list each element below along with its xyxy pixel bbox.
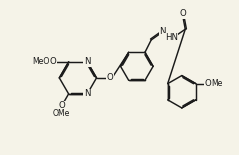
Text: OMe: OMe bbox=[53, 109, 70, 118]
Text: MeO: MeO bbox=[33, 57, 50, 66]
Text: N: N bbox=[84, 89, 91, 98]
Text: O: O bbox=[179, 9, 186, 18]
Text: O: O bbox=[58, 101, 65, 110]
Text: N: N bbox=[160, 27, 166, 36]
Text: Me: Me bbox=[211, 79, 223, 88]
Text: O: O bbox=[50, 57, 56, 66]
Text: O: O bbox=[106, 73, 113, 82]
Text: O: O bbox=[205, 79, 212, 88]
Text: N: N bbox=[84, 57, 91, 66]
Text: HN: HN bbox=[165, 33, 178, 42]
